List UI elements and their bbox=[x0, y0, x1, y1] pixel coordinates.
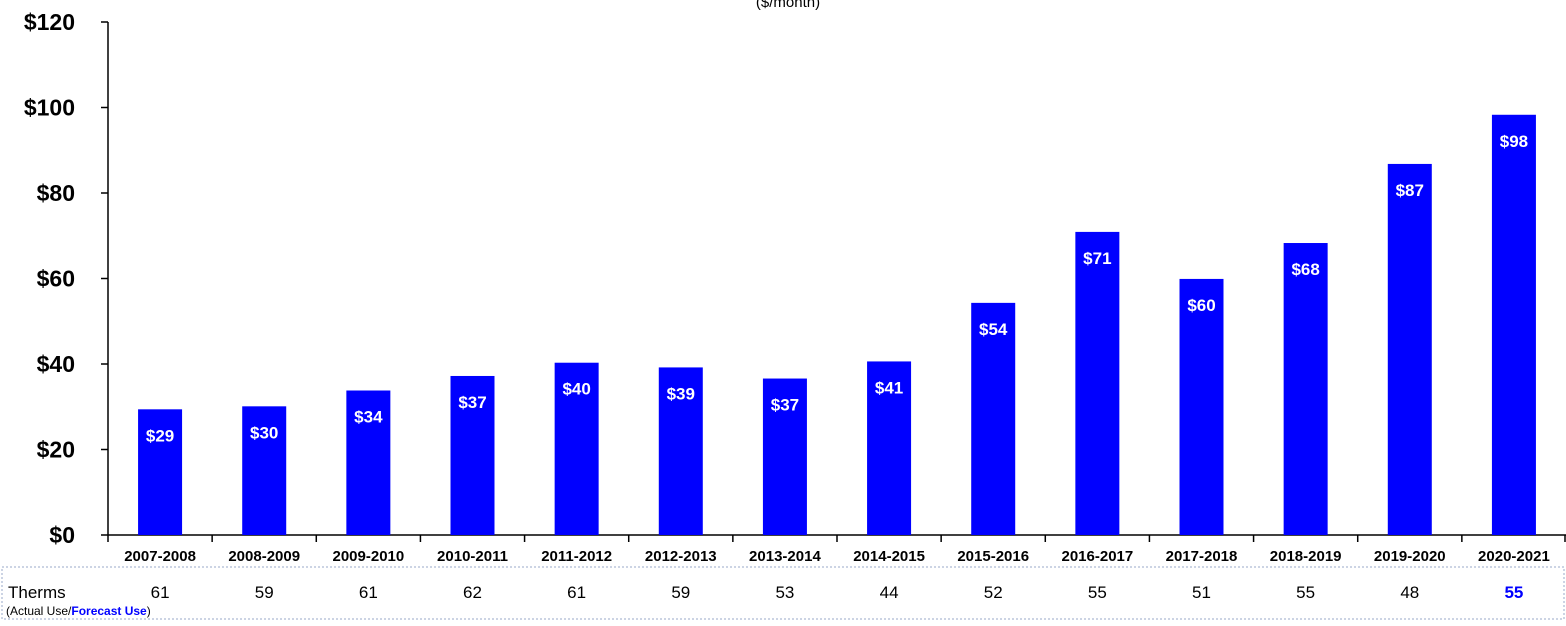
x-axis: 2007-2008 2008-2009 2009-2010 2010-2011 2011… bbox=[107, 534, 1566, 565]
therms-value: 59 bbox=[255, 583, 274, 602]
y-tick-label: $80 bbox=[37, 180, 75, 206]
bar-data-label: $37 bbox=[458, 393, 486, 412]
bar-data-label: $41 bbox=[875, 378, 903, 397]
therms-value-forecast: 55 bbox=[1504, 583, 1523, 602]
bar bbox=[1491, 114, 1536, 535]
bar bbox=[762, 378, 807, 535]
bar-data-label: $29 bbox=[146, 426, 174, 445]
bar-data-label: $98 bbox=[1500, 132, 1528, 151]
bar-data-label: $54 bbox=[979, 320, 1008, 339]
bar bbox=[1075, 231, 1120, 535]
therms-value: 55 bbox=[1088, 583, 1107, 602]
bar bbox=[138, 409, 183, 535]
bar bbox=[346, 390, 391, 535]
bar bbox=[658, 367, 703, 535]
therms-value: 52 bbox=[984, 583, 1003, 602]
x-tick-label: 2011-2012 bbox=[541, 548, 612, 565]
x-tick-label: 2016-2017 bbox=[1061, 548, 1133, 565]
therms-note-prefix: (Actual Use/ bbox=[6, 604, 72, 618]
bar-data-label: $60 bbox=[1187, 296, 1215, 315]
y-tick-label: $20 bbox=[37, 437, 75, 463]
x-tick-label: 2019-2020 bbox=[1374, 548, 1446, 565]
bar-data-label: $87 bbox=[1396, 181, 1424, 200]
y-tick-label: $0 bbox=[49, 522, 75, 548]
x-tick-label: 2010-2011 bbox=[437, 548, 508, 565]
therms-value: 51 bbox=[1192, 583, 1211, 602]
bar-data-label: $30 bbox=[250, 423, 278, 442]
therms-value: 61 bbox=[359, 583, 378, 602]
bar-data-label: $39 bbox=[667, 384, 695, 403]
therms-value: 62 bbox=[463, 583, 482, 602]
bar bbox=[1387, 163, 1432, 535]
bar bbox=[1179, 278, 1224, 535]
y-tick-label: $120 bbox=[24, 9, 75, 35]
therms-value: 48 bbox=[1400, 583, 1419, 602]
bar-data-label: $40 bbox=[562, 380, 590, 399]
bar bbox=[867, 361, 912, 535]
x-tick-label: 2012-2013 bbox=[645, 548, 717, 565]
bar bbox=[971, 302, 1016, 535]
x-tick-label: 2009-2010 bbox=[332, 548, 404, 565]
bars: $29 $30 $34 $37 $40 $39 $37 $41 $54 $71 $60 $68 $87 $… bbox=[138, 114, 1536, 535]
bar-data-label: $34 bbox=[354, 408, 383, 427]
bar bbox=[242, 406, 287, 535]
therms-note: (Actual Use/Forecast Use) bbox=[6, 604, 151, 618]
therms-value: 61 bbox=[567, 583, 586, 602]
y-tick-label: $40 bbox=[37, 351, 75, 377]
therms-value: 53 bbox=[775, 583, 794, 602]
therms-value: 55 bbox=[1296, 583, 1315, 602]
bar-data-label: $71 bbox=[1083, 249, 1111, 268]
therms-note-suffix: ) bbox=[147, 604, 151, 618]
x-tick-label: 2014-2015 bbox=[853, 548, 925, 565]
y-axis: $0 $20 $40 $60 $80 $100 $120 bbox=[24, 9, 109, 548]
x-tick-label: 2013-2014 bbox=[749, 548, 821, 565]
bar bbox=[554, 362, 599, 535]
x-tick-label: 2008-2009 bbox=[228, 548, 300, 565]
x-tick-label: 2017-2018 bbox=[1166, 548, 1238, 565]
therms-table: Therms (Actual Use/Forecast Use) 61 59 61 6… bbox=[1, 566, 1565, 620]
x-tick-label: 2007-2008 bbox=[124, 548, 196, 565]
bar bbox=[450, 375, 495, 535]
therms-value: 59 bbox=[671, 583, 690, 602]
x-tick-label: 2018-2019 bbox=[1270, 548, 1342, 565]
bar-data-label: $68 bbox=[1291, 260, 1319, 279]
y-tick-label: $60 bbox=[37, 266, 75, 292]
chart-subtitle: ($/month) bbox=[756, 0, 820, 11]
therms-note-forecast: Forecast Use bbox=[71, 604, 147, 618]
x-tick-label: 2020-2021 bbox=[1478, 548, 1550, 565]
x-tick-label: 2015-2016 bbox=[957, 548, 1029, 565]
y-tick-label: $100 bbox=[24, 95, 75, 121]
bar bbox=[1283, 243, 1328, 535]
therms-value: 61 bbox=[151, 583, 170, 602]
bar-data-label: $37 bbox=[771, 396, 799, 415]
therms-value: 44 bbox=[880, 583, 899, 602]
therms-table-border bbox=[1, 566, 1565, 620]
therms-label: Therms bbox=[8, 583, 66, 602]
